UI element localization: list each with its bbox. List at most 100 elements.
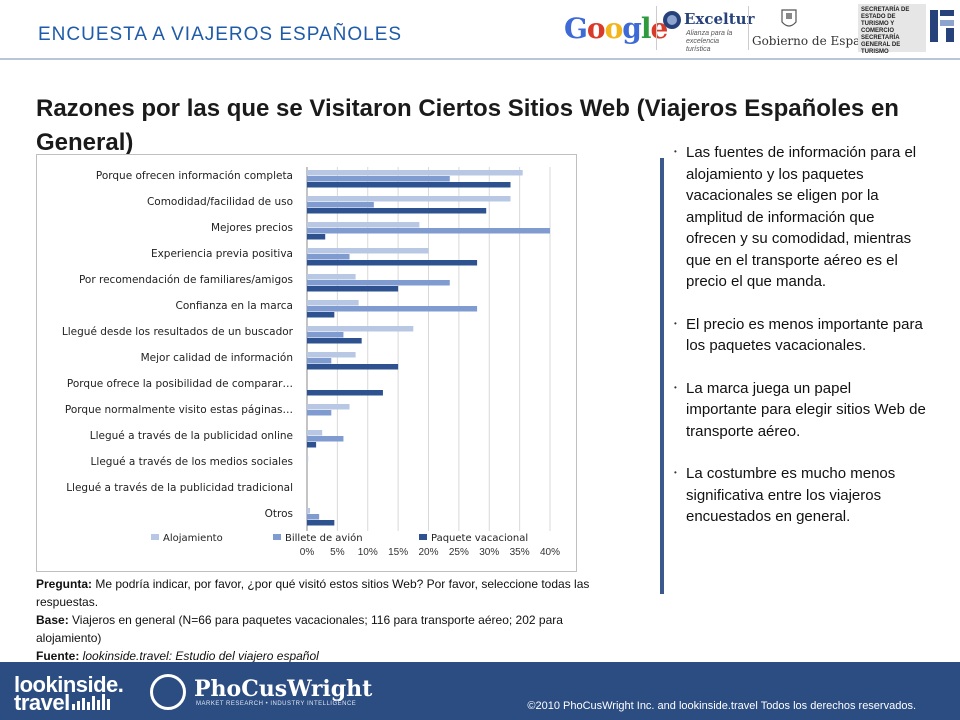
- phocuswright-emblem-icon: [150, 674, 186, 710]
- category-label: Porque ofrece la posibilidad de comparar…: [67, 378, 293, 390]
- category-label: Llegué a través de la publicidad tradici…: [66, 482, 293, 494]
- phocuswright-logo: PhoCusWright: [194, 676, 373, 702]
- gobierno-logo: Gobierno de España: [752, 34, 876, 48]
- bar-paquete-vacacional: [307, 182, 511, 188]
- bar-alojamiento: [307, 508, 311, 514]
- note-base: Base: Viajeros en general (N=66 para paq…: [36, 611, 601, 647]
- bar-paquete-vacacional: [307, 364, 399, 370]
- phocuswright-tagline: MARKET RESEARCH • INDUSTRY INTELLIGENCE: [196, 701, 357, 707]
- exceltur-icon: [663, 11, 681, 29]
- category-label: Porque ofrecen información completa: [96, 170, 293, 182]
- bar-alojamiento: [307, 170, 523, 176]
- category-label: Comodidad/facilidad de uso: [147, 196, 293, 208]
- bar-alojamiento: [307, 196, 511, 202]
- bar-billete-de-avi-n: [307, 358, 332, 364]
- logo-separator: [748, 6, 749, 50]
- bar-billete-de-avi-n: [307, 514, 320, 520]
- bar-chart: 0% 5% 10% 15% 20% 25% 30% 35% 40% Porque ofrecen …: [62, 167, 560, 558]
- bullet-accent-bar: [660, 158, 664, 594]
- bar-alojamiento: [307, 326, 414, 332]
- finding-item: El precio es menos importante para los p…: [674, 313, 926, 357]
- bar-alojamiento: [307, 248, 429, 254]
- chart-frame: 0% 5% 10% 15% 20% 25% 30% 35% 40% Porque ofrecen …: [36, 154, 577, 572]
- note-fuente-text: lookinside.travel: Estudio del viajero e…: [79, 649, 319, 663]
- finding-item: Las fuentes de información para el aloja…: [674, 141, 926, 293]
- bar-billete-de-avi-n: [307, 176, 450, 182]
- bar-alojamiento: [307, 352, 356, 358]
- key-findings-list: Las fuentes de información para el aloja…: [674, 141, 926, 549]
- bar-alojamiento: [307, 274, 356, 280]
- category-label: Porque normalmente visito estas páginas…: [65, 404, 293, 416]
- x-tick-label: 25%: [449, 547, 469, 558]
- bar-paquete-vacacional: [307, 286, 399, 292]
- category-label: Llegué desde los resultados de un buscad…: [62, 326, 294, 338]
- signal-bars-icon: [72, 694, 110, 710]
- page-title: Razones por las que se Visitaron Ciertos…: [36, 95, 899, 156]
- lookinside-logo-line1: lookinside.: [14, 672, 124, 697]
- x-tick-label: 35%: [510, 547, 530, 558]
- exceltur-tagline: Alianza para la excelencia turística: [686, 30, 733, 53]
- note-pregunta: Pregunta: Me podría indicar, por favor, …: [36, 575, 601, 611]
- note-base-text: Viajeros en general (N=66 para paquetes …: [36, 613, 563, 645]
- note-pregunta-text: Me podría indicar, por favor, ¿por qué v…: [36, 577, 590, 609]
- secretaria-logo: SECRETARÍA DE ESTADO DE TURISMO Y COMERC…: [858, 4, 926, 55]
- category-label: Mejor calidad de información: [141, 352, 293, 364]
- legend-label: Alojamiento: [163, 533, 223, 544]
- note-base-label: Base:: [36, 613, 69, 627]
- bar-billete-de-avi-n: [307, 410, 332, 416]
- chart-notes: Pregunta: Me podría indicar, por favor, …: [36, 575, 601, 665]
- finding-item: La marca juega un papel importante para …: [674, 377, 926, 443]
- legend-label: Billete de avión: [285, 532, 363, 544]
- copyright-text: ©2010 PhoCusWright Inc. and lookinside.t…: [527, 700, 916, 712]
- bar-paquete-vacacional: [307, 234, 326, 240]
- category-label: Mejores precios: [211, 222, 293, 234]
- bar-billete-de-avi-n: [307, 280, 450, 286]
- finding-item: La costumbre es mucho menos significativ…: [674, 462, 926, 528]
- bar-paquete-vacacional: [307, 312, 335, 318]
- bar-billete-de-avi-n: [307, 332, 344, 338]
- bar-alojamiento: [307, 300, 359, 306]
- legend-label: Paquete vacacional: [431, 533, 528, 544]
- bar-paquete-vacacional: [307, 442, 317, 448]
- category-label: Por recomendación de familiares/amigos: [79, 274, 293, 286]
- category-label: Llegué a través de los medios sociales: [91, 456, 293, 468]
- bar-paquete-vacacional: [307, 208, 487, 214]
- lookinside-logo: lookinside. travel: [14, 672, 124, 715]
- header: ENCUESTA A VIAJEROS ESPAÑOLES Google Exc…: [0, 0, 960, 62]
- legend-swatch: [419, 534, 427, 540]
- note-pregunta-label: Pregunta:: [36, 577, 93, 591]
- bar-paquete-vacacional: [307, 260, 478, 266]
- bar-billete-de-avi-n: [307, 306, 478, 312]
- x-tick-label: 5%: [330, 547, 345, 558]
- bar-alojamiento: [307, 404, 350, 410]
- category-label: Experiencia previa positiva: [151, 248, 293, 260]
- bar-paquete-vacacional: [307, 390, 383, 396]
- coat-of-arms-icon: [781, 9, 797, 27]
- category-label: Confianza en la marca: [176, 300, 294, 312]
- x-tick-label: 40%: [540, 547, 560, 558]
- x-tick-label: 10%: [358, 547, 378, 558]
- logo-separator: [656, 6, 657, 50]
- legend-swatch: [151, 534, 159, 540]
- bar-paquete-vacacional: [307, 520, 335, 526]
- header-divider: [0, 58, 960, 60]
- category-label: Otros: [265, 508, 293, 520]
- category-label: Llegué a través de la publicidad online: [90, 430, 293, 442]
- turismo-icon: [930, 10, 954, 42]
- note-fuente: Fuente: lookinside.travel: Estudio del v…: [36, 647, 601, 665]
- bar-billete-de-avi-n: [307, 436, 344, 442]
- section-title: ENCUESTA A VIAJEROS ESPAÑOLES: [38, 24, 403, 45]
- x-tick-label: 0%: [300, 547, 315, 558]
- partner-logos: Google Exceltur Alianza para la excelenc…: [556, 2, 960, 55]
- x-tick-label: 15%: [388, 547, 408, 558]
- google-logo: Google: [564, 12, 668, 45]
- lookinside-logo-line2: travel: [14, 690, 70, 715]
- exceltur-logo: Exceltur: [684, 10, 755, 28]
- bar-alojamiento: [307, 430, 323, 436]
- bar-paquete-vacacional: [307, 338, 362, 344]
- note-fuente-label: Fuente:: [36, 649, 80, 663]
- bar-billete-de-avi-n: [307, 202, 374, 208]
- legend-swatch: [273, 534, 281, 540]
- bar-alojamiento: [307, 456, 309, 462]
- bar-billete-de-avi-n: [307, 228, 550, 234]
